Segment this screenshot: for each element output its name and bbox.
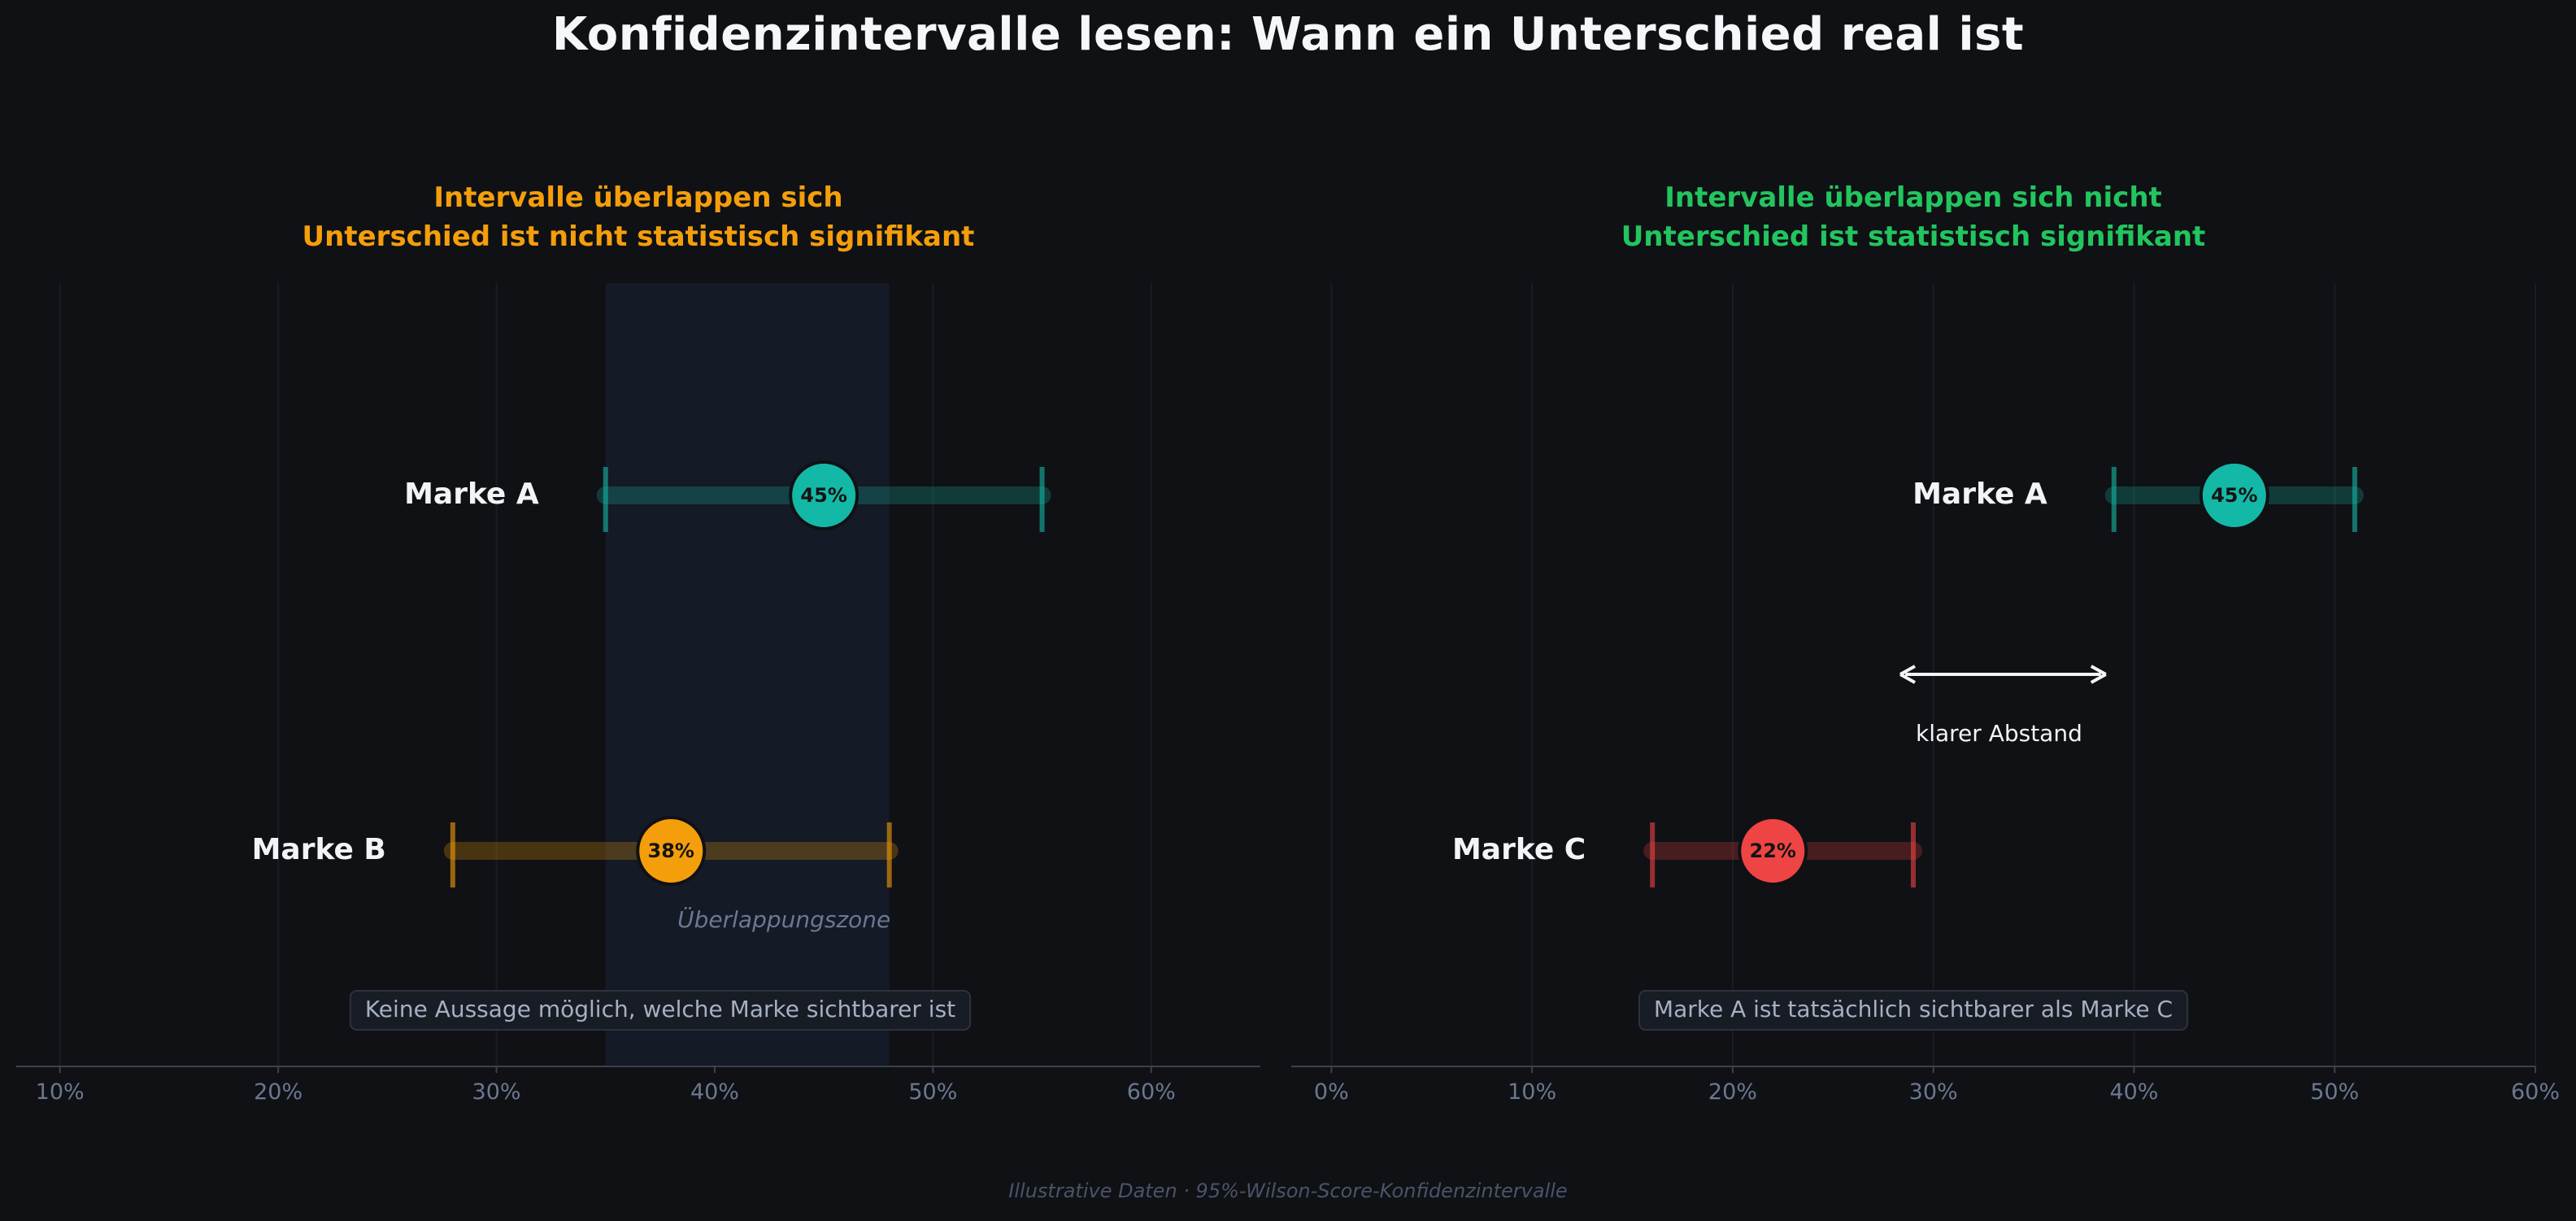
x-tick-label: 50% bbox=[908, 1079, 957, 1105]
x-tick-label: 60% bbox=[2511, 1079, 2560, 1105]
panel-title-line-2: Unterschied ist statistisch signifikant bbox=[1621, 220, 2206, 253]
footnote: Illustrative Daten · 95%-Wilson-Score-Ko… bbox=[1008, 1180, 1568, 1202]
conclusion-text: Keine Aussage möglich, welche Marke sich… bbox=[365, 996, 955, 1023]
panel-title-line-2: Unterschied ist nicht statistisch signif… bbox=[302, 220, 975, 253]
panel-title-line-1: Intervalle überlappen sich bbox=[433, 181, 842, 214]
gap-label: klarer Abstand bbox=[1916, 720, 2082, 747]
x-tick-label: 0% bbox=[1314, 1079, 1349, 1105]
category-label: Marke A bbox=[1912, 477, 2047, 511]
estimate-label: 45% bbox=[800, 484, 846, 507]
interval-row: 22% Marke C bbox=[1452, 816, 1922, 887]
estimate-label: 38% bbox=[648, 839, 694, 862]
x-tick-label: 10% bbox=[1508, 1079, 1556, 1105]
panel-title-line-1: Intervalle überlappen sich nicht bbox=[1664, 181, 2162, 214]
x-tick-label: 30% bbox=[472, 1079, 521, 1105]
interval-row: 38% Marke B bbox=[252, 816, 899, 887]
estimate-label: 22% bbox=[1750, 839, 1796, 862]
chart-title: Konfidenzintervalle lesen: Wann ein Unte… bbox=[551, 8, 2025, 61]
panel-2: Intervalle überlappen sich nicht Untersch… bbox=[1291, 181, 2560, 1105]
x-tick-label: 40% bbox=[690, 1079, 739, 1105]
conclusion-box-bg bbox=[1638, 990, 2189, 1031]
x-tick-label: 50% bbox=[2310, 1079, 2359, 1105]
panel-1: Intervalle überlappen sich Unterschied is… bbox=[16, 181, 1260, 1105]
estimate-point bbox=[2199, 460, 2269, 530]
x-tick-label: 60% bbox=[1127, 1079, 1176, 1105]
x-tick-label: 30% bbox=[1909, 1079, 1958, 1105]
x-tick-label: 20% bbox=[1708, 1079, 1757, 1105]
interval-row: 45% Marke A bbox=[404, 460, 1051, 532]
x-tick-label: 40% bbox=[2109, 1079, 2158, 1105]
overlap-zone-label: Überlappungszone bbox=[677, 905, 890, 933]
category-label: Marke A bbox=[404, 477, 539, 511]
estimate-label: 45% bbox=[2211, 484, 2257, 507]
conclusion-box: Marke A ist tatsächlich sichtbarer als M… bbox=[1638, 990, 2189, 1031]
conclusion-box-bg bbox=[349, 990, 972, 1031]
category-label: Marke C bbox=[1452, 833, 1586, 866]
estimate-point bbox=[1738, 816, 1808, 886]
x-tick-label: 10% bbox=[36, 1079, 85, 1105]
conclusion-box: Keine Aussage möglich, welche Marke sich… bbox=[349, 990, 972, 1031]
interval-row: 45% Marke A bbox=[1912, 460, 2364, 532]
category-label: Marke B bbox=[252, 833, 386, 866]
gap-arrowhead-right bbox=[2090, 665, 2107, 684]
gap-arrowhead-left bbox=[1899, 665, 1916, 684]
estimate-point bbox=[789, 460, 859, 530]
overlap-zone bbox=[605, 283, 890, 1066]
estimate-point bbox=[636, 816, 707, 886]
x-tick-label: 20% bbox=[254, 1079, 302, 1105]
conclusion-text: Marke A ist tatsächlich sichtbarer als M… bbox=[1654, 996, 2173, 1023]
